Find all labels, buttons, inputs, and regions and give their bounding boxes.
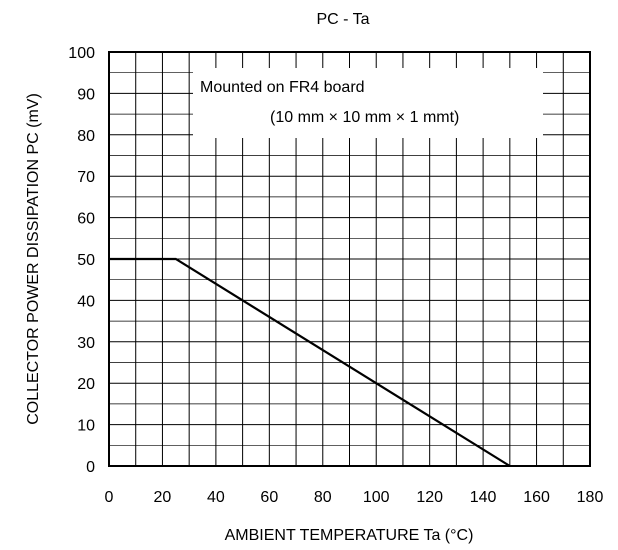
x-axis-label: AMBIENT TEMPERATURE Ta (°C) xyxy=(225,527,474,544)
y-tick-label: 90 xyxy=(77,86,95,103)
x-tick-label: 60 xyxy=(260,489,278,506)
y-tick-label: 20 xyxy=(77,376,95,393)
y-tick-label: 40 xyxy=(77,293,95,310)
y-tick-label: 50 xyxy=(77,252,95,269)
x-tick-label: 40 xyxy=(207,489,225,506)
y-tick-label: 30 xyxy=(77,335,95,352)
x-tick-label: 100 xyxy=(363,489,390,506)
x-tick-label: 140 xyxy=(470,489,497,506)
annotation-line-2: (10 mm × 10 mm × 1 mmt) xyxy=(270,109,459,126)
pc-derating-line xyxy=(109,257,511,467)
chart-title: PC - Ta xyxy=(316,11,369,28)
x-tick-label: 160 xyxy=(523,489,550,506)
annotation-line-1: Mounted on FR4 board xyxy=(200,79,365,96)
x-tick-label: 0 xyxy=(105,489,114,506)
y-tick-label: 0 xyxy=(86,459,95,476)
x-tick-label: 180 xyxy=(577,489,604,506)
x-tick-label: 20 xyxy=(154,489,172,506)
x-tick-label: 80 xyxy=(314,489,332,506)
y-tick-label: 100 xyxy=(68,45,95,62)
annotation-box xyxy=(193,68,543,138)
y-tick-label: 10 xyxy=(77,418,95,435)
y-axis-label: COLLECTOR POWER DISSIPATION PC (mV) xyxy=(25,93,42,425)
x-axis-tick-labels: 0 20 40 60 80 100 120 140 160 180 xyxy=(105,489,604,506)
x-tick-label: 120 xyxy=(416,489,443,506)
y-tick-label: 80 xyxy=(77,128,95,145)
series-layer xyxy=(109,257,511,467)
y-axis-tick-labels: 0 10 20 30 40 50 60 70 80 90 100 xyxy=(68,45,95,476)
y-tick-label: 60 xyxy=(77,211,95,228)
y-tick-label: 70 xyxy=(77,169,95,186)
